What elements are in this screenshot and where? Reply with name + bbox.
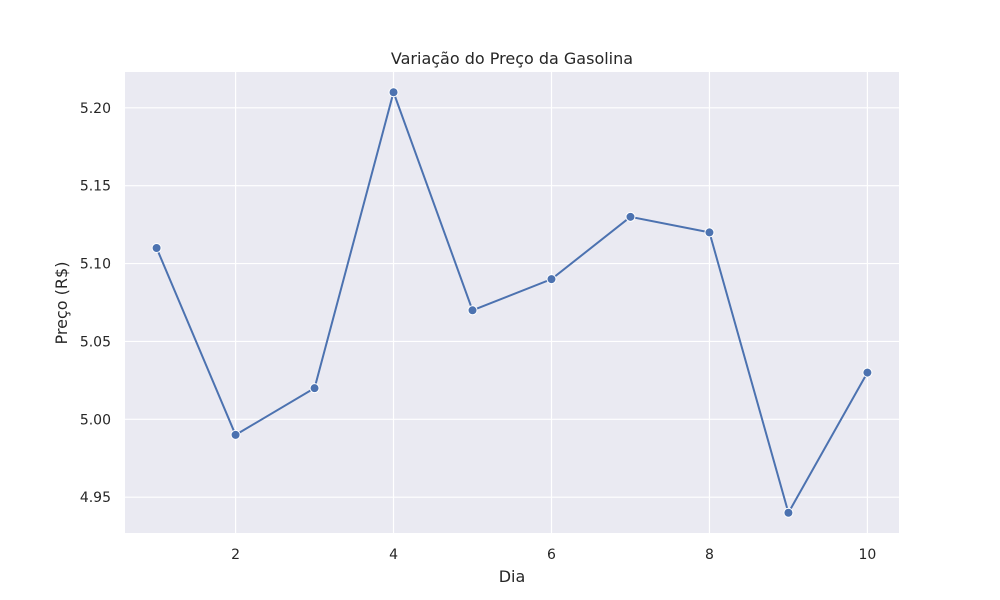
x-tick-label: 2 xyxy=(231,547,240,563)
y-tick-label: 4.95 xyxy=(80,490,111,506)
x-tick-labels: 2 4 6 8 10 xyxy=(231,547,876,563)
y-tick-labels: 4.95 5.00 5.05 5.10 5.15 5.20 xyxy=(80,101,111,506)
x-tick-label: 4 xyxy=(389,547,398,563)
data-point xyxy=(625,211,636,222)
data-point xyxy=(467,305,478,316)
plot-area xyxy=(125,72,899,533)
data-point xyxy=(151,242,162,253)
data-point xyxy=(388,87,399,98)
y-tick-label: 5.20 xyxy=(80,101,111,117)
data-point xyxy=(783,507,794,518)
data-point xyxy=(862,367,873,378)
x-tick-label: 8 xyxy=(705,547,714,563)
data-point xyxy=(704,227,715,238)
y-tick-label: 5.05 xyxy=(80,334,111,350)
x-tick-label: 6 xyxy=(547,547,556,563)
x-axis-label: Dia xyxy=(499,567,526,586)
series-line xyxy=(155,88,869,516)
grid-lines xyxy=(125,72,899,533)
x-tick-label: 10 xyxy=(858,547,876,563)
series-layer xyxy=(151,87,873,518)
chart-title: Variação do Preço da Gasolina xyxy=(391,49,633,68)
data-point xyxy=(309,383,320,394)
y-axis-label: Preço (R$) xyxy=(52,262,71,345)
data-point xyxy=(546,274,557,285)
y-tick-label: 5.15 xyxy=(80,179,111,195)
y-tick-label: 5.00 xyxy=(80,412,111,428)
data-point xyxy=(230,429,241,440)
y-tick-label: 5.10 xyxy=(80,257,111,273)
